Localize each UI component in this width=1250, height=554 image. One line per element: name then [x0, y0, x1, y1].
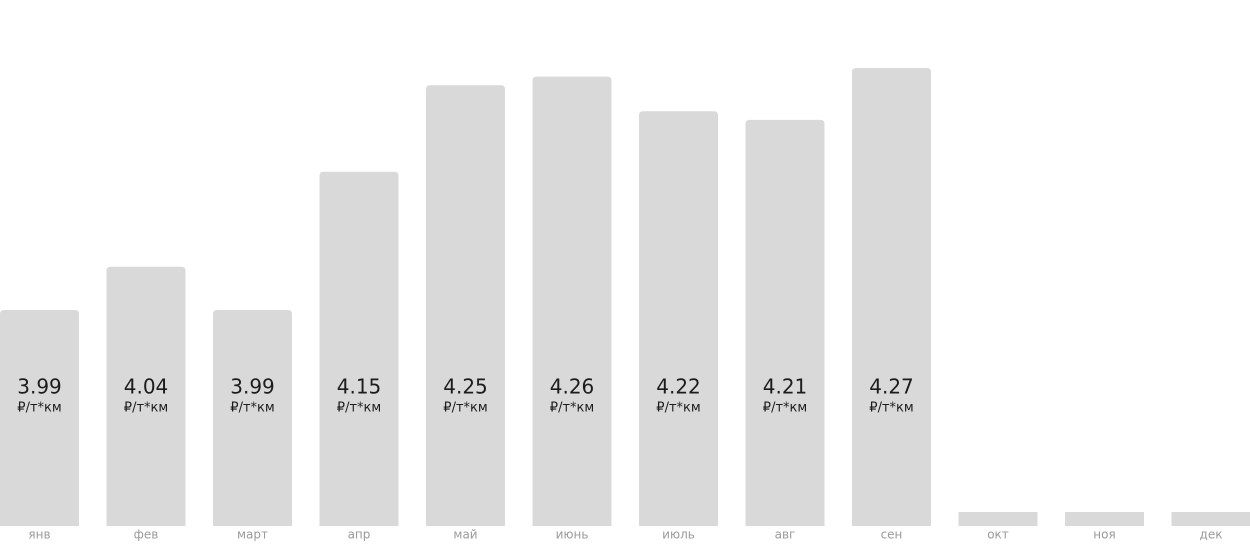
x-tick-label: сен [881, 528, 903, 542]
bar [745, 119, 825, 526]
value-label: 3.99 [230, 375, 275, 399]
x-tick-label: июль [662, 528, 695, 542]
unit-label: ₽/т*км [443, 401, 487, 416]
value-label: 4.21 [763, 375, 808, 399]
unit-label: ₽/т*км [550, 401, 594, 416]
unit-label: ₽/т*км [124, 401, 168, 416]
bar [639, 111, 718, 526]
unit-label: ₽/т*км [763, 401, 807, 416]
bar [532, 76, 612, 526]
bar [426, 85, 505, 526]
unit-label: ₽/т*км [337, 401, 381, 416]
x-tick-label: июнь [556, 528, 589, 542]
x-tick-label: ноя [1093, 528, 1115, 542]
unit-label: ₽/т*км [869, 401, 913, 416]
value-label: 4.22 [656, 375, 701, 399]
empty-bar [958, 512, 1038, 526]
unit-label: ₽/т*км [17, 401, 61, 416]
unit-label: ₽/т*км [230, 401, 274, 416]
unit-label: ₽/т*км [656, 401, 700, 416]
value-label: 4.27 [869, 375, 914, 399]
x-tick-label: май [453, 528, 477, 542]
value-label: 3.99 [17, 375, 62, 399]
x-tick-label: март [237, 528, 268, 542]
bar [319, 171, 399, 526]
x-tick-label: окт [987, 528, 1009, 542]
x-tick-label: дек [1200, 528, 1223, 542]
x-tick-label: янв [28, 528, 50, 542]
x-tick-label: авг [775, 528, 796, 542]
bar [0, 309, 79, 526]
bar [852, 68, 931, 526]
bar [106, 266, 186, 526]
value-label: 4.04 [124, 375, 169, 399]
value-label: 4.25 [443, 375, 488, 399]
x-tick-label: фев [134, 528, 159, 542]
x-tick-label: апр [348, 528, 371, 542]
value-label: 4.15 [337, 375, 382, 399]
bar [213, 309, 292, 526]
value-label: 4.26 [550, 375, 595, 399]
empty-bar [1171, 512, 1250, 526]
empty-bar [1065, 512, 1144, 526]
